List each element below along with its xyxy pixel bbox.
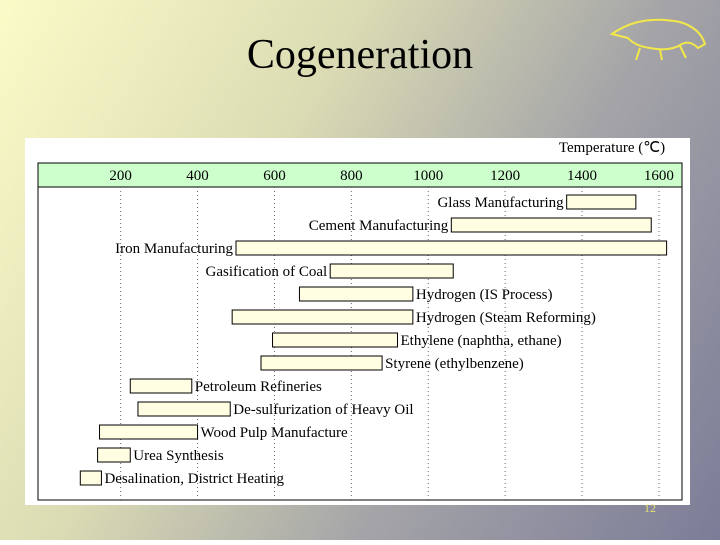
x-tick-label: 1400	[567, 168, 597, 184]
x-tick-label: 1000	[413, 168, 443, 184]
x-tick-label: 1200	[490, 168, 520, 184]
bar-label: Hydrogen (IS Process)	[416, 287, 553, 303]
bar-label: Hydrogen (Steam Reforming)	[416, 310, 596, 326]
bar	[329, 263, 454, 279]
bar-label: Gasification of Coal	[206, 264, 328, 280]
slide-title: Cogeneration	[247, 32, 473, 78]
bar-label: Styrene (ethylbenzene)	[385, 356, 524, 372]
bar-label: Iron Manufacturing	[115, 241, 233, 257]
x-tick-label: 600	[263, 168, 286, 184]
bar	[566, 194, 637, 210]
bar	[235, 240, 668, 256]
bar	[129, 378, 193, 394]
bar	[450, 217, 652, 233]
bar-label: Urea Synthesis	[133, 448, 224, 464]
bar-label: Petroleum Refineries	[195, 379, 322, 395]
plot-border	[37, 162, 683, 501]
axis-header	[37, 162, 683, 188]
bar	[97, 447, 131, 463]
bar-label: Glass Manufacturing	[437, 195, 564, 211]
x-tick-label: 200	[109, 168, 132, 184]
bar	[260, 355, 383, 371]
axis-title: Temperature (℃)	[559, 140, 665, 156]
bar	[231, 309, 414, 325]
bar-label: Ethylene (naphtha, ethane)	[400, 333, 561, 349]
bar	[272, 332, 398, 348]
x-tick-label: 1600	[644, 168, 674, 184]
bar-label: Wood Pulp Manufacture	[201, 425, 348, 441]
slide-number: 12	[644, 501, 656, 515]
bar	[137, 401, 231, 417]
bar-label: Cement Manufacturing	[309, 218, 449, 234]
x-tick-label: 800	[340, 168, 363, 184]
bar-label: De-sulfurization of Heavy Oil	[233, 402, 413, 418]
bar-label: Desalination, District Heating	[104, 471, 284, 487]
bar	[99, 424, 199, 440]
logo	[609, 18, 707, 61]
x-tick-label: 400	[186, 168, 209, 184]
bar	[298, 286, 414, 302]
bar	[79, 470, 102, 486]
